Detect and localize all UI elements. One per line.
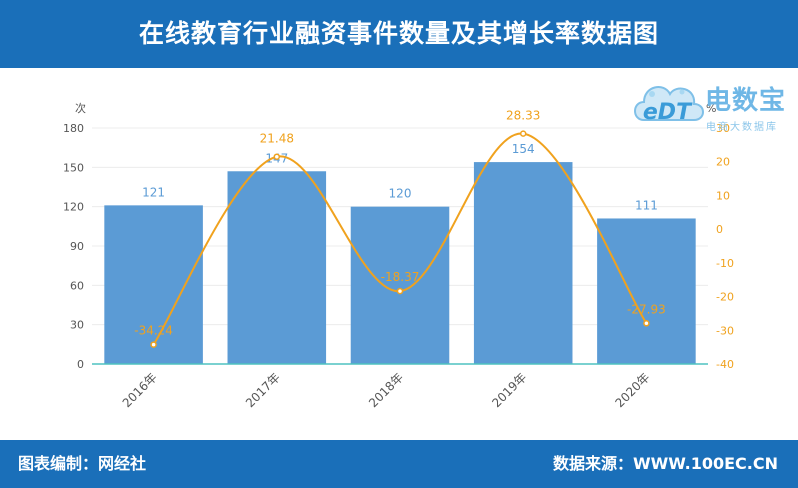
line-point	[396, 287, 404, 295]
line-value-label: -34.24	[134, 324, 173, 338]
right-tick-label: -10	[716, 257, 734, 270]
line-value-label: -27.93	[627, 302, 666, 316]
logo-mark: eDT	[642, 100, 692, 125]
right-tick-label: -30	[716, 324, 734, 337]
right-tick-label: 0	[716, 223, 723, 236]
line-point	[273, 153, 281, 160]
footer-credit: 图表编制：网经社	[18, 454, 147, 473]
category-label: 2020年	[613, 370, 653, 410]
line-point	[643, 320, 650, 327]
footer-bar	[0, 440, 798, 488]
bar	[227, 171, 327, 364]
logo-title: 电数宝	[705, 86, 787, 116]
right-tick-label: 10	[716, 189, 730, 202]
line-value-label: 21.48	[260, 132, 294, 146]
bar	[597, 218, 696, 364]
right-tick-label: 30	[716, 122, 730, 135]
bar-value-label: 111	[635, 198, 658, 212]
line-value-label: 28.33	[506, 109, 540, 123]
logo-subtitle: 电商大数据库	[706, 122, 778, 133]
left-tick-label: 60	[70, 279, 84, 292]
line-point	[519, 130, 527, 137]
left-tick-label: 90	[70, 240, 84, 253]
cloud-logo-icon	[634, 86, 704, 121]
category-label: 2017年	[243, 370, 283, 410]
category-label: 2016年	[120, 370, 160, 410]
right-tick-label: 20	[716, 156, 730, 169]
line-point	[150, 341, 157, 348]
header-bar	[0, 0, 798, 68]
line-value-label: -18.37	[381, 270, 420, 284]
combo-chart: 0 30 60 90 120 150 180 -40 -30 -20 -10 0 10 20 30 次 % 121…	[63, 101, 734, 410]
bar-value-label: 120	[389, 187, 412, 201]
left-tick-label: 0	[77, 358, 84, 371]
category-label: 2019年	[489, 370, 529, 410]
right-axis-unit: %	[706, 102, 716, 115]
category-label: 2018年	[366, 370, 406, 410]
footer-source: 数据来源：WWW.100EC.CN	[552, 454, 778, 473]
right-tick-label: -20	[716, 291, 734, 304]
page-title: 在线教育行业融资事件数量及其增长率数据图	[138, 19, 659, 48]
left-tick-label: 30	[70, 319, 84, 332]
bar	[104, 205, 203, 364]
bar	[473, 162, 573, 364]
left-tick-label: 120	[63, 201, 84, 214]
bar-value-label: 154	[512, 142, 535, 156]
right-tick-label: -40	[716, 358, 734, 371]
left-tick-label: 150	[63, 161, 84, 174]
left-tick-label: 180	[63, 122, 84, 135]
left-axis-unit: 次	[75, 101, 86, 115]
bar-value-label: 121	[142, 185, 165, 199]
bar	[350, 206, 450, 364]
